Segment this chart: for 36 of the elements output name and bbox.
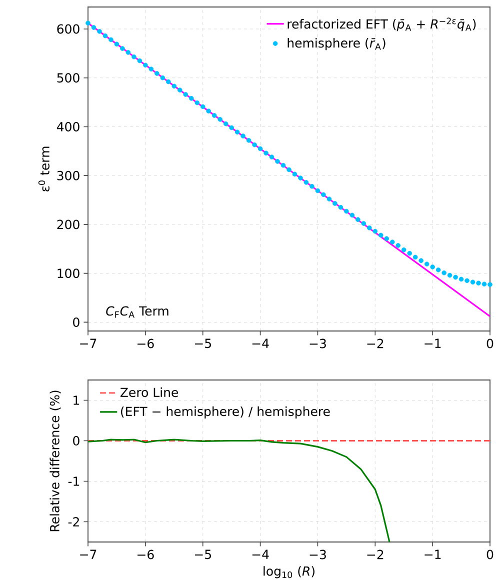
x-axis-title: log$_{10}$ (R)	[264, 566, 314, 578]
y-tick-label: 600	[57, 24, 80, 34]
y-tick-label: 400	[56, 122, 80, 132]
y-tick-label: 200	[57, 220, 80, 230]
x-tick-label: −1	[424, 338, 441, 348]
y-tick-label: -1	[68, 476, 80, 486]
x-tick-label: −3	[310, 338, 326, 348]
x-tick-label: −2	[367, 550, 384, 560]
annotation: C$_{F}$C$_{A}$ Term	[106, 306, 168, 318]
legend-label: (EFT − hemisphere) / hemisphere	[120, 406, 330, 419]
x-tick-label: −4	[252, 338, 269, 348]
x-tick-label: −2	[367, 338, 384, 348]
y-tick-label: 100	[58, 268, 80, 278]
x-tick-label: −6	[138, 550, 154, 560]
y-tick-label: -2	[68, 517, 79, 526]
y-axis-title: ε$^{0}$ term	[38, 146, 50, 192]
y-tick-label: 0	[73, 317, 80, 327]
x-tick-label: −5	[194, 550, 211, 560]
y-axis-title: Relative difference (%)	[50, 390, 61, 532]
x-tick-label: −4	[252, 550, 269, 559]
x-tick-label: 0	[486, 338, 494, 348]
y-tick-label: 300	[57, 170, 80, 180]
x-tick-label: −3	[310, 550, 326, 560]
x-tick-label: −7	[80, 338, 96, 348]
legend-label: Zero Line	[120, 387, 178, 398]
legend-label: hemisphere (r̄$_{A}$)	[288, 38, 386, 50]
x-tick-label: −7	[80, 550, 96, 559]
x-tick-label: −5	[194, 338, 211, 348]
x-tick-label: −6	[138, 338, 154, 348]
line-series	[88, 438, 390, 542]
x-tick-label: 0	[486, 550, 494, 560]
y-tick-label: 500	[57, 73, 80, 83]
text: refactorized EFT (p̄$_{A}$ + R$^{−2ε}$q̄$_{A}$)	[288, 18, 476, 32]
x-tick-label: −1	[424, 550, 441, 559]
y-tick-label: 1	[74, 396, 80, 405]
y-tick-label: 0	[73, 436, 80, 446]
